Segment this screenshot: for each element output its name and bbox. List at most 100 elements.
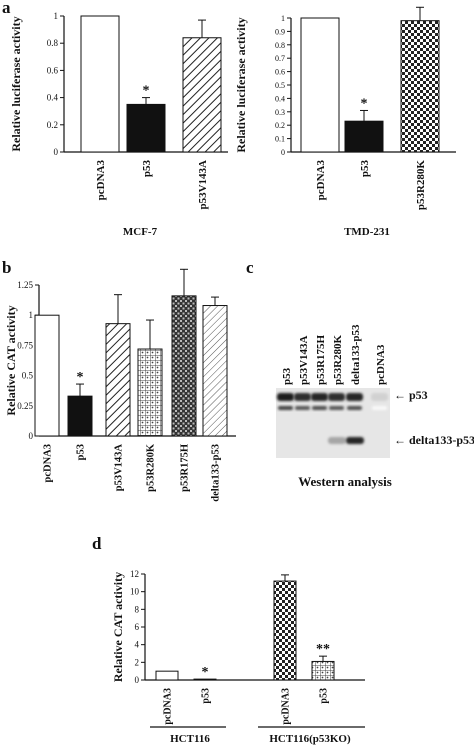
panel-letter-b: b [2,258,11,277]
category-label: p53R280K [415,160,427,211]
category-label: p53R175H [180,444,191,492]
chart-b-cat: 0 0.25 0.5 0.75 1 1.25 Relative CAT activity pc… [4,268,236,502]
category-label: p53V143A [197,160,209,210]
y-tick-label: 0 [54,147,59,157]
y-tick-label: 0 [29,431,34,441]
y-tick-label: 1 [54,11,59,21]
y-tick-label: 1.25 [17,280,33,290]
significance-marker: * [77,370,84,385]
y-tick-label: 12 [130,569,139,579]
lane-label: p53R280K [332,334,344,385]
y-tick-label: 0.7 [275,54,285,63]
y-tick-label: 0.4 [47,93,59,103]
lane-label: p53R175H [315,334,327,385]
category-label: p53 [201,688,212,704]
y-axis-label: Relative CAT activity [111,572,125,682]
bar [202,305,228,437]
band-p53 [311,393,328,401]
bar [400,20,440,153]
y-tick-label: 0 [281,148,285,157]
bar [137,348,163,437]
y-tick-label: 0.8 [47,38,59,48]
y-tick-label: 2 [135,657,140,667]
y-tick-label: 1 [281,14,285,23]
bar [182,37,222,153]
band-p53-lower [347,406,362,410]
bar [34,314,60,437]
bar [300,17,340,153]
bar [67,395,93,437]
band-p53 [328,393,345,401]
y-tick-label: 0.4 [275,94,285,103]
y-axis-label: Relative CAT activity [4,305,18,415]
category-label: p53V143A [114,444,125,492]
bar [155,670,179,681]
bar [273,580,297,681]
y-axis-label: Relative luciferase activity [9,16,23,151]
significance-marker: * [143,84,150,99]
band-delta133 [346,437,364,444]
band-label-delta133: ← delta133-p53 [394,433,474,447]
y-tick-label: 0.5 [22,371,34,381]
bar [311,660,335,681]
y-tick-label: 0.2 [275,121,285,130]
category-label: pcDNA3 [43,444,54,483]
y-tick-label: 0.75 [17,340,33,350]
y-tick-label: 0.2 [47,120,58,130]
y-tick-label: 0.6 [47,65,59,75]
category-label: pcDNA3 [95,160,107,201]
y-tick-label: 0 [135,675,140,685]
band-p53-lower [278,406,293,410]
bar [105,323,131,437]
band-p53-lower [372,406,387,410]
y-axis-label: Relative luciferase activity [234,17,248,152]
significance-marker: ** [316,642,330,657]
panel-letter-a: a [2,0,11,17]
group-label: HCT116 [170,733,210,745]
band-p53 [277,393,294,401]
category-label: pcDNA3 [315,160,327,201]
bar [171,295,197,437]
panel-letter-d: d [92,534,102,553]
y-tick-label: 8 [135,604,140,614]
category-label: p53 [359,160,371,178]
y-tick-label: 0.9 [275,27,285,36]
band-p53 [371,393,388,401]
band-p53-lower [295,406,310,410]
category-label: delta133-p53 [211,444,222,502]
bar [80,15,120,153]
category-label: pcDNA3 [163,688,174,725]
blot-bands [277,393,388,444]
y-tick-label: 0.8 [275,41,285,50]
lane-label: p53V143A [298,335,310,385]
y-tick-label: 10 [130,587,140,597]
category-label: pcDNA3 [281,688,292,725]
band-p53 [294,393,311,401]
x-axis-label: MCF-7 [123,226,158,238]
lane-label: delta133-p53 [350,324,362,385]
chart-d-hct116: 0 2 4 6 8 10 12 Relative CAT activity pcDNA3 * p53… [111,569,365,745]
bar [126,103,166,153]
band-delta133 [328,437,346,444]
category-label: p53R280K [146,443,157,492]
lane-label: p53 [281,367,293,385]
western-caption: Western analysis [298,474,392,489]
category-label: p53 [141,160,153,178]
significance-marker: * [361,96,368,111]
category-label: p53 [319,688,330,704]
lane-label: pcDNA3 [375,344,387,385]
y-tick-label: 0.1 [275,135,285,144]
y-tick-label: 0.6 [275,68,285,77]
y-tick-label: 0.5 [275,81,285,90]
x-axis-label: TMD-231 [344,226,390,238]
y-tick-label: 0.3 [275,108,285,117]
band-p53 [346,393,363,401]
y-tick-label: 1 [29,310,34,320]
band-label-p53: ← p53 [394,388,428,402]
y-tick-label: 4 [135,640,140,650]
blot-lane-labels: p53 p53V143A p53R175H p53R280K delta133-p53 p… [281,324,387,385]
bar [193,678,217,681]
western-blot: p53 p53V143A p53R175H p53R280K delta133-p53 p… [276,324,474,489]
